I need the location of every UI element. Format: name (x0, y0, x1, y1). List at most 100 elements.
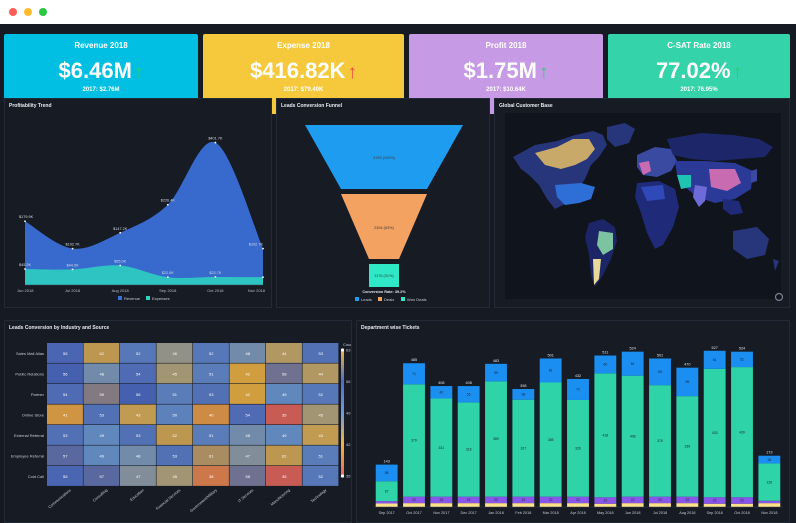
bar-segment (430, 386, 453, 399)
bar-segment (758, 503, 781, 507)
heatmap-cell (47, 384, 83, 404)
bar-total-label: 524 (739, 347, 745, 351)
x-tick-label: Dec 2017 (461, 511, 477, 515)
segment-label: 22 (467, 498, 471, 502)
segment-label: 26 (767, 458, 771, 462)
arrow-up-icon: ↑ (133, 62, 144, 83)
heatmap-cell (193, 363, 229, 384)
x-tick-label: Feb 2018 (515, 511, 531, 515)
x-tick-label: Jul 2018 (65, 288, 81, 293)
column-label: Consulting (92, 488, 108, 503)
bar-segment (403, 496, 425, 504)
arrow-up-icon: ↑ (347, 62, 357, 83)
heatmap-cell (229, 466, 266, 486)
segment-label: 22 (603, 499, 607, 503)
heatmap-cell-value: 42 (246, 392, 251, 397)
segment-label: 56 (385, 471, 389, 475)
bar-segment (758, 455, 781, 464)
bar-segment (676, 367, 699, 397)
heatmap-cell (156, 404, 193, 425)
legend-label: Revenue (124, 296, 141, 301)
bar-segment (403, 363, 425, 385)
column-label: Communications (48, 488, 72, 509)
legend-swatch (401, 297, 405, 301)
heatmap-cell-value: 45 (319, 412, 324, 417)
column-label: Financial Services (155, 488, 181, 511)
heatmap-cell (229, 343, 266, 363)
kpi-previous-value: 2017: $79.40K (283, 87, 324, 93)
data-point (214, 276, 217, 278)
bar-segment (676, 503, 699, 507)
heatmap-cell-value: 47 (136, 474, 141, 479)
heatmap-cell-value: 52 (209, 351, 214, 356)
profitability-trend-panel: Profitability Trend $179.9K $102.7K $147.2… (4, 98, 272, 308)
heatmap-cell (266, 466, 302, 486)
color-scale-tick: 35 (346, 474, 351, 479)
segment-label: 331 (438, 446, 444, 450)
heatmap-cell-value: 53 (100, 412, 105, 417)
segment-label: 61 (713, 358, 717, 362)
data-label: $226.4K (161, 199, 176, 203)
heatmap-cell (229, 384, 266, 404)
leads-conversion-heatmap-panel: Leads Conversion by Industry and Source … (4, 320, 352, 523)
legend-swatch (146, 296, 150, 300)
heatmap-cell-value: 55 (63, 474, 68, 479)
x-tick-label: Jun 2018 (625, 511, 641, 515)
data-label: $44.0K (67, 263, 80, 267)
heatmap-cell-value: 49 (282, 392, 287, 397)
heatmap-cell (83, 425, 120, 445)
bar-segment (512, 503, 535, 507)
maximize-window-button[interactable] (39, 8, 47, 16)
segment-label: 22 (740, 499, 744, 503)
data-point (119, 264, 122, 267)
bar-total-label: 483 (493, 359, 499, 363)
heatmap-cell (156, 343, 193, 363)
world-map[interactable] (495, 99, 789, 307)
bar-segment (457, 503, 480, 507)
segment-label: 42 (439, 390, 443, 394)
data-label: $45.2K (19, 263, 32, 267)
heatmap-cell-value: 41 (63, 412, 68, 417)
kpi-title: Profit 2018 (485, 41, 527, 50)
column-label: Manufacturing (270, 488, 291, 507)
bar-segment (758, 463, 781, 501)
row-label: Partner (31, 392, 45, 397)
heatmap-cell (47, 445, 83, 466)
heatmap-cell-value: 51 (319, 453, 324, 458)
segment-label: 22 (713, 499, 717, 503)
bar-segment (649, 496, 671, 504)
heatmap-cell (302, 363, 339, 384)
bar-segment (731, 503, 753, 507)
heatmap-cell-value: 62 (100, 351, 105, 356)
color-scale-tick: 56 (346, 379, 351, 384)
heatmap-cell-value: 61 (209, 453, 214, 458)
heatmap-cell (266, 404, 302, 425)
heatmap-cell-value: 43 (136, 412, 141, 417)
bar-total-label: 470 (684, 363, 690, 367)
bar-segment (567, 399, 589, 497)
panel-title: Leads Conversion Funnel (281, 103, 343, 109)
funnel-stage-deals (341, 194, 427, 259)
heatmap-cell-value: 53 (209, 392, 214, 397)
heatmap-cell (83, 445, 120, 466)
data-label: $179.9K (19, 215, 34, 219)
heatmap-cell (229, 425, 266, 445)
segment-label: 326 (575, 447, 581, 451)
heatmap-cell-value: 48 (246, 351, 251, 356)
color-scale-tick: 42 (346, 442, 351, 447)
x-tick-label: Jul 2018 (653, 511, 667, 515)
data-label: $55.0K (114, 260, 127, 264)
heatmap-cell-value: 52 (319, 474, 324, 479)
bar-segment (457, 496, 480, 504)
legend-label: Won Deals (407, 297, 427, 302)
heatmap-cell-value: 45 (173, 474, 178, 479)
heatmap-cell (266, 425, 302, 445)
heatmap-cell-value: 49 (100, 453, 105, 458)
minimize-window-button[interactable] (24, 8, 32, 16)
bar-total-label: 173 (766, 451, 772, 455)
heatmap-cell-value: 42 (246, 371, 251, 376)
close-window-button[interactable] (9, 8, 17, 16)
heatmap-cell-value: 57 (63, 453, 68, 458)
scale-handle-bottom (340, 474, 345, 478)
data-point (166, 203, 169, 206)
